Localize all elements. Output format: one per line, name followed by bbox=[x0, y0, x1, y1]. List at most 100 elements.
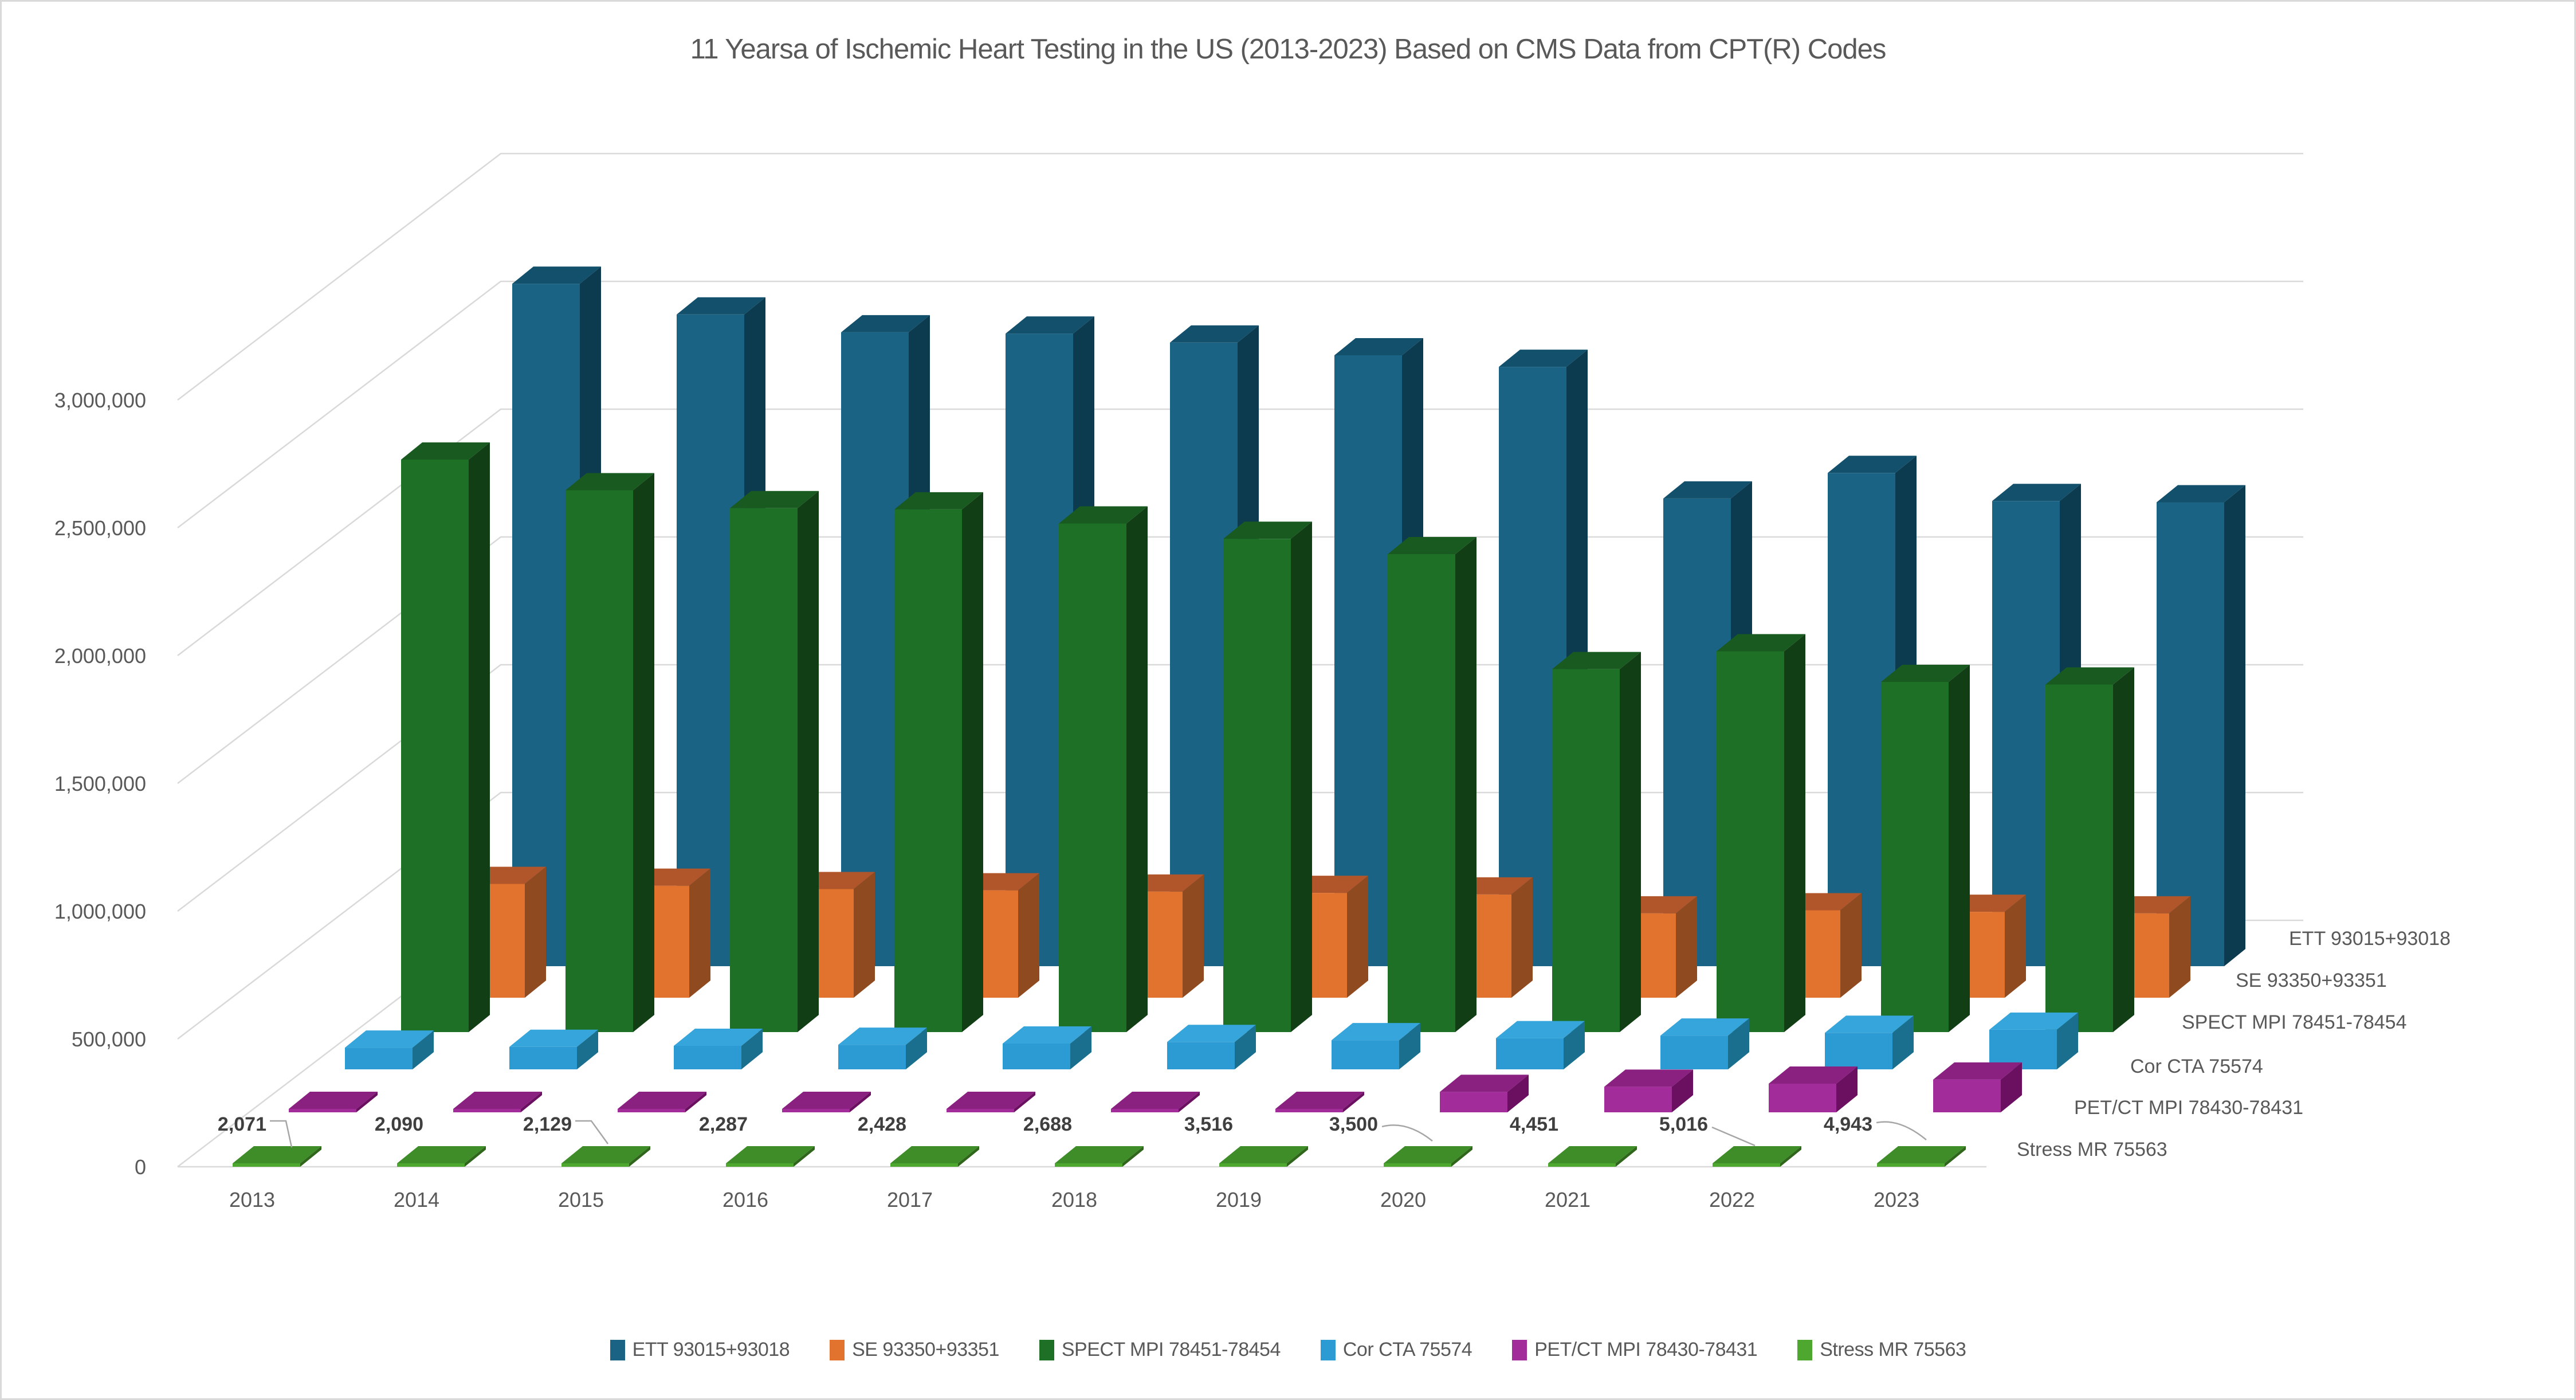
bar-side-face bbox=[1784, 634, 1805, 1032]
bar-top-face bbox=[1604, 1069, 1693, 1087]
bar-side-face bbox=[1126, 506, 1148, 1032]
bar-front-face bbox=[1167, 1042, 1235, 1069]
bar-top-face bbox=[1825, 1015, 1914, 1033]
bar-top-face bbox=[1388, 536, 1477, 554]
bar-front-face bbox=[345, 1048, 413, 1069]
bar-stress-2022 bbox=[1713, 1146, 1801, 1167]
bar-front-face bbox=[1992, 501, 2060, 966]
bar-front-face bbox=[1496, 1038, 1564, 1069]
bar-front-face bbox=[1933, 1079, 2001, 1112]
bar-top-face bbox=[677, 297, 765, 315]
bar-front-face bbox=[1604, 1087, 1672, 1112]
bar-top-face bbox=[1552, 652, 1641, 669]
bar-stress-2019 bbox=[1219, 1146, 1308, 1167]
bar-top-face bbox=[397, 1146, 486, 1163]
bar-front-face bbox=[397, 1163, 465, 1167]
x-axis-year-label: 2018 bbox=[1051, 1188, 1097, 1211]
series-axis-label: SE 93350+93351 bbox=[2236, 970, 2387, 991]
bar-side-face bbox=[1455, 536, 1477, 1032]
bar-side-face bbox=[1183, 874, 1204, 998]
bar-side-face bbox=[958, 1146, 979, 1167]
bar-side-face bbox=[962, 492, 983, 1032]
legend-item: ETT 93015+93018 bbox=[610, 1339, 790, 1361]
bar-side-face bbox=[1507, 1074, 1529, 1112]
bar-top-face bbox=[453, 1092, 542, 1109]
bar-cor-2017 bbox=[1003, 1026, 1091, 1069]
bar-cor-2014 bbox=[509, 1029, 598, 1069]
legend-swatch-icon bbox=[1320, 1339, 1336, 1360]
bar-pet/ct-2016 bbox=[782, 1092, 871, 1112]
bar-side-face bbox=[577, 1029, 598, 1069]
bar-top-face bbox=[1006, 316, 1094, 334]
bar-front-face bbox=[1552, 669, 1620, 1032]
bar-top-face bbox=[561, 1146, 650, 1163]
bar-front-face bbox=[1219, 1163, 1287, 1167]
bar-side-face bbox=[633, 473, 654, 1032]
y-axis-tick-label: 1,500,000 bbox=[54, 772, 146, 795]
y-axis-tick-label: 2,500,000 bbox=[54, 516, 146, 540]
bar-front-face bbox=[841, 332, 909, 967]
bar-spect-2022 bbox=[1881, 664, 1970, 1032]
legend-label: Cor CTA 75574 bbox=[1342, 1339, 1472, 1360]
data-label: 3,500 bbox=[1329, 1113, 1378, 1135]
bar-side-face bbox=[1014, 1092, 1035, 1112]
bar-spect-2023 bbox=[2045, 667, 2134, 1032]
bar-front-face bbox=[453, 1109, 521, 1112]
bar-side-face bbox=[1564, 1021, 1585, 1069]
bar-stress-2016 bbox=[726, 1146, 815, 1167]
bar-front-face bbox=[1440, 1092, 1507, 1112]
bar-side-face bbox=[2113, 667, 2134, 1032]
bar-top-face bbox=[1440, 1074, 1529, 1092]
bar-side-face bbox=[689, 868, 710, 998]
data-label-leader-line bbox=[575, 1120, 609, 1144]
bar-top-face bbox=[1219, 1146, 1308, 1163]
bar-side-face bbox=[1511, 877, 1533, 998]
legend-item: Stress MR 75563 bbox=[1797, 1339, 1966, 1361]
bar-front-face bbox=[1111, 1109, 1179, 1112]
data-label: 2,287 bbox=[699, 1113, 748, 1135]
legend-swatch-icon bbox=[1039, 1339, 1054, 1360]
bar-front-face bbox=[233, 1163, 300, 1167]
bar-front-face bbox=[1223, 539, 1291, 1032]
data-label-leader-line bbox=[1876, 1121, 1927, 1140]
bar-side-face bbox=[850, 1092, 871, 1112]
data-label: 2,090 bbox=[375, 1113, 423, 1135]
bar-front-face bbox=[1877, 1163, 1945, 1167]
bar-stress-2020 bbox=[1384, 1146, 1472, 1167]
bar-front-face bbox=[1059, 523, 1126, 1032]
bar-pet/ct-2019 bbox=[1275, 1092, 1364, 1112]
bar-top-face bbox=[2045, 667, 2134, 685]
bar-spect-2014 bbox=[566, 473, 654, 1032]
bar-ett-2023 bbox=[2157, 485, 2245, 966]
bar-pet/ct-2022 bbox=[1769, 1066, 1858, 1112]
bar-pet/ct-2015 bbox=[618, 1092, 706, 1112]
bar-side-face bbox=[1399, 1023, 1420, 1069]
bar-cor-2021 bbox=[1660, 1018, 1749, 1069]
bar-top-face bbox=[1059, 506, 1148, 524]
bar-front-face bbox=[2157, 502, 2224, 966]
bar-front-face bbox=[1334, 355, 1402, 966]
bar-side-face bbox=[356, 1092, 378, 1112]
data-label: 4,943 bbox=[1824, 1113, 1872, 1135]
bar-pet/ct-2017 bbox=[947, 1092, 1035, 1112]
bar-top-face bbox=[618, 1092, 706, 1109]
bar-front-face bbox=[401, 459, 469, 1032]
bar-side-face bbox=[1343, 1092, 1364, 1112]
bar-top-face bbox=[947, 1092, 1035, 1109]
gridline bbox=[177, 408, 2303, 656]
bar-front-face bbox=[2045, 684, 2113, 1032]
bar-side-face bbox=[1179, 1092, 1200, 1112]
bar-front-face bbox=[566, 490, 633, 1032]
bar-side-face bbox=[2005, 895, 2026, 998]
bar-top-face bbox=[1499, 350, 1588, 367]
legend-label: ETT 93015+93018 bbox=[632, 1339, 790, 1360]
bar-pet/ct-2013 bbox=[289, 1092, 378, 1112]
bar-top-face bbox=[1496, 1021, 1585, 1038]
bar-stress-2015 bbox=[561, 1146, 650, 1167]
x-axis-year-label: 2013 bbox=[229, 1188, 275, 1211]
bar-side-face bbox=[1728, 1018, 1749, 1069]
bar-top-face bbox=[401, 442, 490, 460]
bar-front-face bbox=[674, 1045, 741, 1069]
bar-spect-2016 bbox=[894, 492, 983, 1032]
bar-side-face bbox=[1616, 1146, 1637, 1167]
